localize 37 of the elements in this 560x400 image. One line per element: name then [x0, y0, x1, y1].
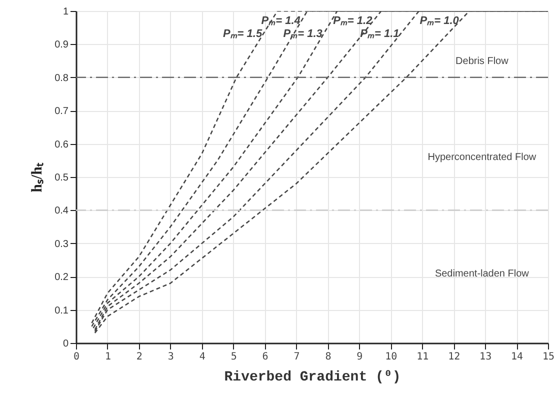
- x-tick-label: 15: [542, 352, 555, 362]
- x-tick-label: 14: [511, 352, 524, 362]
- x-tick-label: 8: [325, 352, 332, 362]
- y-tick-label: 0.9: [54, 40, 69, 51]
- y-tick-label: 0.4: [54, 206, 69, 217]
- x-tick-label: 11: [416, 352, 429, 362]
- series-label: Pₘ= 1.3: [283, 28, 322, 40]
- series-label: Pₘ= 1.2: [333, 14, 372, 27]
- y-tick-label: 0.8: [54, 72, 69, 84]
- x-tick-label: 5: [230, 352, 237, 362]
- y-tick-label: 1: [62, 6, 69, 18]
- y-tick-label: 0: [62, 338, 69, 350]
- x-tick-label: 3: [168, 352, 174, 362]
- y-tick-label: 0.6: [54, 139, 69, 150]
- x-axis-title: Riverbed Gradient (⁰): [224, 370, 401, 386]
- annotation: Debris Flow: [456, 56, 510, 67]
- y-tick-label: 0.2: [54, 272, 69, 284]
- x-tick-label: 4: [199, 352, 206, 362]
- series-label: Pₘ= 1.0: [420, 14, 460, 27]
- x-tick-label: 10: [385, 352, 398, 362]
- x-tick-label: 0: [73, 352, 80, 362]
- x-tick-label: 9: [356, 352, 363, 362]
- y-axis-title: hₛ/hₜ: [30, 162, 46, 192]
- x-tick-label: 7: [294, 352, 300, 362]
- y-tick-label: 0.5: [54, 172, 69, 184]
- series-label: Pₘ= 1.5: [222, 28, 263, 40]
- annotation: Hyperconcentrated Flow: [428, 152, 537, 164]
- x-tick-label: 2: [136, 352, 142, 362]
- y-tick-label: 0.7: [54, 106, 69, 118]
- x-tick-label: 1: [104, 352, 111, 362]
- y-tick-label: 0.3: [54, 238, 69, 250]
- x-tick-label: 13: [480, 352, 492, 362]
- series-label: Pₘ= 1.4: [261, 14, 300, 27]
- x-tick-label: 12: [448, 352, 460, 362]
- y-tick-label: 0.1: [54, 305, 69, 316]
- annotation: Sediment-laden Flow: [434, 268, 530, 280]
- x-tick-label: 6: [262, 352, 268, 362]
